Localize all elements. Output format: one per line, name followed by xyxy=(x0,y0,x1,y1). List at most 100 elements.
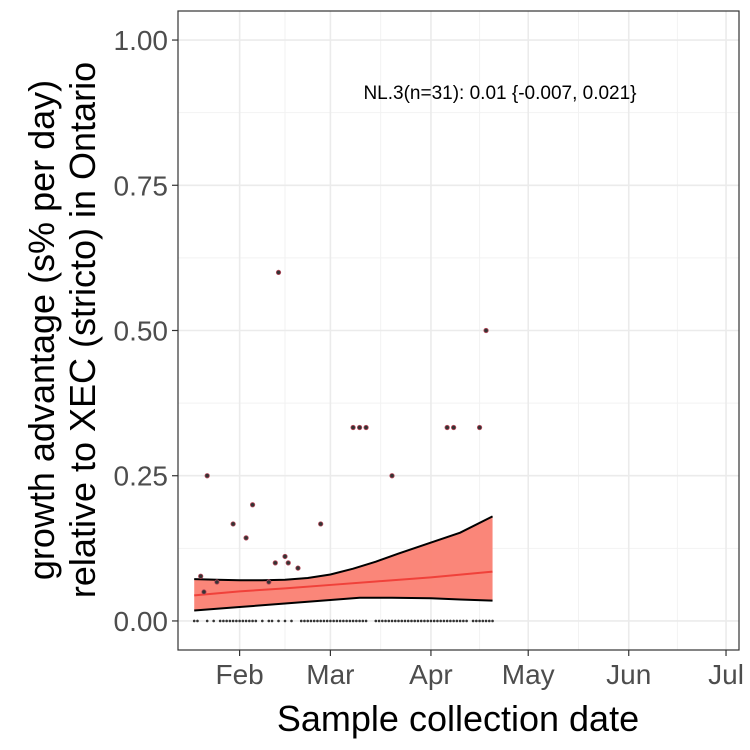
zero-point xyxy=(429,619,433,623)
zero-point xyxy=(325,619,329,623)
zero-point xyxy=(335,619,339,623)
zero-point xyxy=(299,619,303,623)
zero-point xyxy=(406,619,410,623)
data-point xyxy=(230,521,236,527)
zero-point xyxy=(387,619,391,623)
zero-point xyxy=(377,619,381,623)
zero-point xyxy=(484,619,488,623)
zero-point xyxy=(471,619,475,623)
zero-point xyxy=(374,619,378,623)
zero-point xyxy=(475,619,478,623)
zero-point xyxy=(436,619,439,623)
zero-point xyxy=(345,619,348,623)
zero-point xyxy=(419,619,423,623)
zero-point xyxy=(218,619,222,623)
axes: 0.00 0.25 0.50 0.75 1.00 Feb Mar Apr May Jun Jul xyxy=(114,25,744,690)
ci-ribbon xyxy=(194,516,493,611)
zero-point xyxy=(403,619,407,623)
zero-point xyxy=(458,619,462,623)
zero-point xyxy=(222,619,225,623)
zero-point xyxy=(342,619,345,623)
data-point xyxy=(266,579,272,585)
y-tick-label: 0.25 xyxy=(114,461,169,492)
data-point xyxy=(389,473,395,479)
zero-point xyxy=(329,619,332,623)
data-point xyxy=(350,424,356,431)
zero-point xyxy=(462,619,465,623)
zero-point xyxy=(283,619,287,623)
zero-point xyxy=(393,619,397,623)
zero-point xyxy=(332,619,335,623)
zero-point xyxy=(445,619,449,623)
data-point xyxy=(318,521,324,527)
zero-point xyxy=(439,619,442,623)
data-point xyxy=(476,424,483,431)
zero-point xyxy=(251,619,254,623)
zero-point xyxy=(442,619,446,623)
x-axis-title: Sample collection date xyxy=(277,698,639,739)
zero-point xyxy=(238,619,241,623)
zero-point xyxy=(322,619,326,623)
zero-point xyxy=(380,619,384,623)
y-tick-label: 1.00 xyxy=(114,25,169,56)
data-point xyxy=(483,327,489,334)
zero-point xyxy=(228,619,232,623)
zero-point xyxy=(426,619,429,623)
zero-point xyxy=(488,619,491,623)
zero-point xyxy=(312,619,316,623)
zero-point xyxy=(303,619,306,623)
zero-point xyxy=(410,619,413,623)
data-point xyxy=(243,535,249,541)
zero-point xyxy=(338,619,342,623)
zero-points xyxy=(192,619,494,623)
y-axis-title-line-1: growth advantage (s% per day) xyxy=(21,80,62,580)
zero-point xyxy=(254,619,258,623)
y-tick-label: 0.00 xyxy=(114,606,169,637)
zero-point xyxy=(306,619,310,623)
zero-point xyxy=(355,619,358,623)
zero-point xyxy=(231,619,235,623)
zero-point xyxy=(192,619,196,623)
data-point xyxy=(272,560,278,566)
x-tick-label: Mar xyxy=(306,659,354,690)
y-tick-label: 0.75 xyxy=(114,170,169,201)
zero-point xyxy=(196,619,199,623)
zero-point xyxy=(319,619,322,623)
ci-lower-line xyxy=(194,596,493,612)
data-point xyxy=(201,589,207,595)
data-point xyxy=(444,424,450,431)
zero-point xyxy=(348,619,352,623)
y-axis-title-line-2: relative to XEC (stricto) in Ontario xyxy=(62,62,103,598)
data-point xyxy=(451,424,457,431)
confidence-band xyxy=(194,515,493,612)
zero-point xyxy=(261,619,264,623)
zero-point xyxy=(413,619,417,623)
data-point xyxy=(214,579,220,585)
zero-point xyxy=(364,619,368,623)
zero-point xyxy=(267,619,271,623)
zero-point xyxy=(205,619,209,623)
zero-point xyxy=(397,619,400,623)
x-tick-label: Apr xyxy=(409,659,453,690)
zero-point xyxy=(290,619,293,623)
zero-point xyxy=(248,619,251,623)
zero-point xyxy=(270,619,274,623)
annotation: NL.3(n=31): 0.01 {-0.007, 0.021} xyxy=(363,83,636,104)
x-tick-label: Jun xyxy=(606,659,651,690)
zero-point xyxy=(244,619,248,623)
data-point xyxy=(356,424,363,431)
zero-point xyxy=(316,619,319,623)
zero-point xyxy=(361,619,365,623)
zero-point xyxy=(384,619,387,623)
data-point xyxy=(204,473,210,479)
data-point xyxy=(282,553,288,560)
fit-line xyxy=(194,570,493,597)
zero-point xyxy=(416,619,420,623)
zero-point xyxy=(277,619,280,623)
zero-point xyxy=(241,619,245,623)
data-points xyxy=(198,269,489,595)
data-point xyxy=(275,269,282,276)
zero-point xyxy=(465,619,468,623)
ci-upper-line xyxy=(194,515,493,582)
